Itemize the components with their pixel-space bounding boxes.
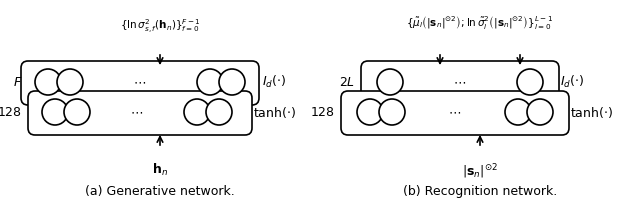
Circle shape — [377, 69, 403, 95]
Circle shape — [357, 99, 383, 125]
Text: $F$: $F$ — [13, 75, 22, 89]
Text: $\{\tilde{\mu}_l\left(|\mathbf{s}_n|^{\odot 2}\right); \ln \tilde{\sigma}_l^2\le: $\{\tilde{\mu}_l\left(|\mathbf{s}_n|^{\o… — [406, 14, 554, 31]
Text: $\{\ln \sigma_{s,f}^2(\mathbf{h}_n)\}_{f=0}^{F-1}$: $\{\ln \sigma_{s,f}^2(\mathbf{h}_n)\}_{f… — [120, 18, 200, 36]
Text: $\cdots$: $\cdots$ — [134, 75, 147, 89]
Text: (b) Recognition network.: (b) Recognition network. — [403, 185, 557, 198]
Circle shape — [206, 99, 232, 125]
Text: $\cdots$: $\cdots$ — [449, 105, 461, 118]
Circle shape — [42, 99, 68, 125]
Circle shape — [197, 69, 223, 95]
Text: (a) Generative network.: (a) Generative network. — [85, 185, 235, 198]
Text: $\cdots$: $\cdots$ — [454, 75, 467, 89]
Circle shape — [57, 69, 83, 95]
Circle shape — [184, 99, 210, 125]
Text: $I_d(\cdot)$: $I_d(\cdot)$ — [262, 74, 286, 90]
Circle shape — [35, 69, 61, 95]
Text: $\tanh(\cdot)$: $\tanh(\cdot)$ — [253, 104, 296, 120]
Circle shape — [527, 99, 553, 125]
Circle shape — [219, 69, 245, 95]
Text: $I_d(\cdot)$: $I_d(\cdot)$ — [560, 74, 584, 90]
FancyBboxPatch shape — [21, 61, 259, 105]
Text: $\mathbf{h}_n$: $\mathbf{h}_n$ — [152, 162, 168, 178]
Circle shape — [64, 99, 90, 125]
Text: $\cdots$: $\cdots$ — [131, 105, 143, 118]
Text: $|\mathbf{s}_n|^{\odot 2}$: $|\mathbf{s}_n|^{\odot 2}$ — [462, 162, 498, 181]
Circle shape — [379, 99, 405, 125]
Circle shape — [517, 69, 543, 95]
Circle shape — [505, 99, 531, 125]
FancyBboxPatch shape — [361, 61, 559, 105]
Text: $2L$: $2L$ — [339, 75, 355, 89]
Text: $\tanh(\cdot)$: $\tanh(\cdot)$ — [570, 104, 613, 120]
Text: $128$: $128$ — [310, 105, 335, 118]
FancyBboxPatch shape — [28, 91, 252, 135]
Text: $128$: $128$ — [0, 105, 22, 118]
FancyBboxPatch shape — [341, 91, 569, 135]
